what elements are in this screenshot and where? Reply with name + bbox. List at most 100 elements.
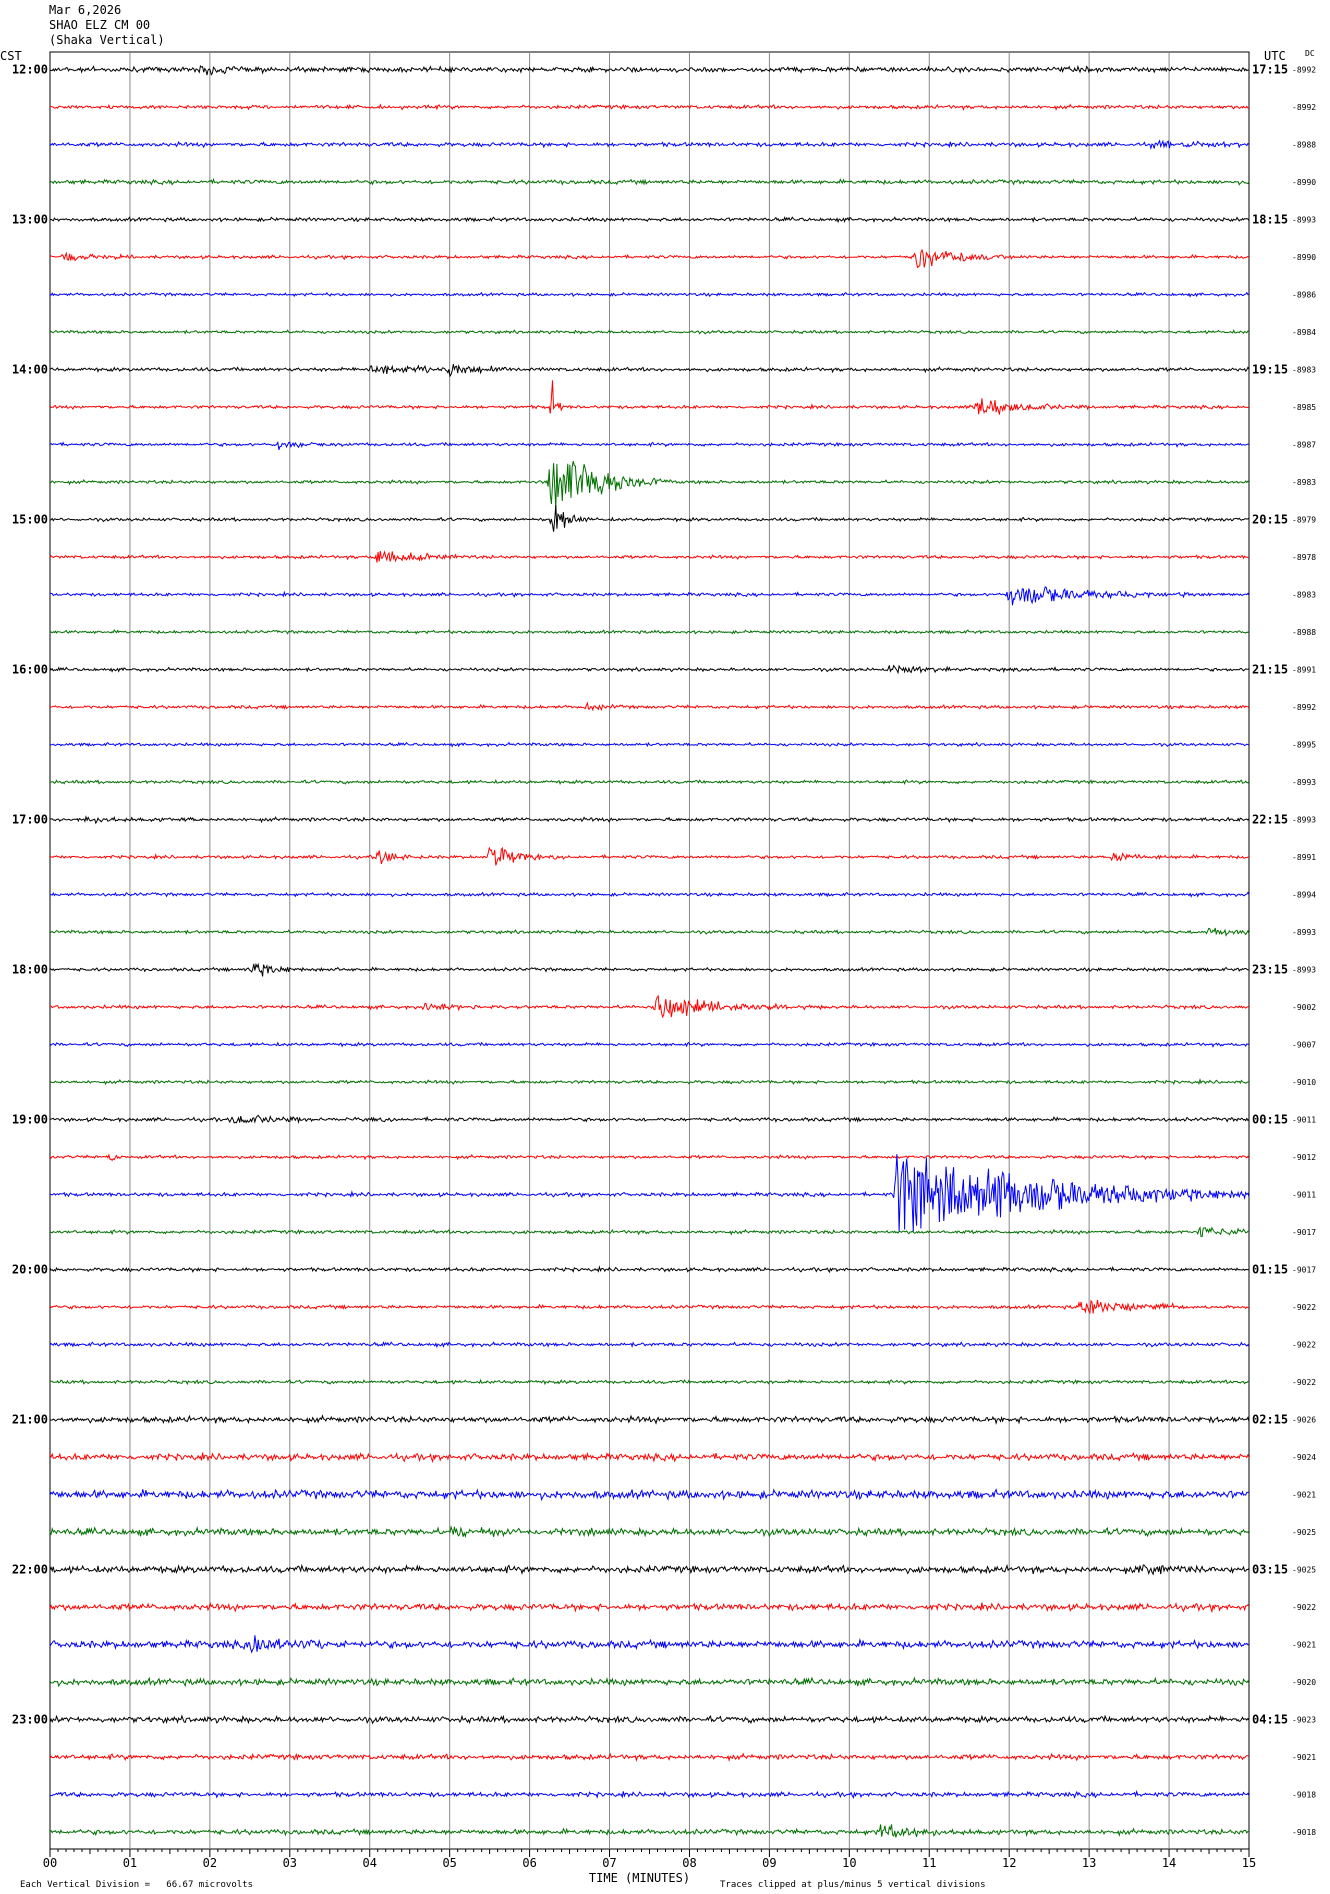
dc-offset-label: -9022 <box>1292 1341 1316 1350</box>
trace-row-10 <box>49 440 1250 450</box>
dc-offset-label: -8993 <box>1292 778 1316 787</box>
trace-row-37 <box>49 1451 1250 1464</box>
trace-row-45 <box>49 1752 1250 1763</box>
left-hour-label: 13:00 <box>12 213 48 227</box>
trace-row-16 <box>49 664 1250 675</box>
right-hour-label: 23:15 <box>1252 963 1288 977</box>
footer-clip-note: Traces clipped at plus/minus 5 vertical … <box>720 1880 986 1890</box>
left-hour-label: 22:00 <box>12 1563 48 1577</box>
dc-offset-label: -8993 <box>1292 966 1316 975</box>
plot-frame <box>49 51 1250 1850</box>
right-timezone-label: UTC <box>1264 49 1286 63</box>
left-hour-label: 21:00 <box>12 1413 48 1427</box>
dc-offset-label: -8979 <box>1292 516 1316 525</box>
dc-offset-label: -9023 <box>1292 1716 1316 1725</box>
trace-row-11 <box>49 460 1250 508</box>
left-hour-label: 20:00 <box>12 1263 48 1277</box>
x-tick-label: 15 <box>1242 1856 1256 1870</box>
dc-offset-label: -8994 <box>1292 891 1316 900</box>
trace-row-41 <box>49 1601 1250 1614</box>
trace-row-47 <box>49 1824 1249 1838</box>
trace-row-29 <box>49 1153 1250 1162</box>
dc-offset-label: -8986 <box>1292 291 1316 300</box>
dc-offset-label: -8991 <box>1292 853 1316 862</box>
x-tick-label: 06 <box>522 1856 536 1870</box>
dc-offset-label: -9018 <box>1292 1828 1316 1837</box>
dc-offset-label: -8983 <box>1292 366 1316 375</box>
trace-row-44 <box>49 1714 1250 1725</box>
trace-row-6 <box>49 291 1250 298</box>
dc-offset-label: -8987 <box>1292 441 1316 450</box>
x-tick-label: 03 <box>283 1856 297 1870</box>
trace-row-24 <box>49 962 1250 977</box>
trace-row-42 <box>49 1635 1250 1654</box>
left-timezone-label: CST <box>0 49 22 63</box>
left-hour-label: 17:00 <box>12 813 48 827</box>
trace-row-43 <box>49 1676 1250 1688</box>
right-hour-label: 01:15 <box>1252 1263 1288 1277</box>
right-hour-label: 22:15 <box>1252 813 1288 827</box>
trace-row-17 <box>49 701 1250 712</box>
trace-row-32 <box>49 1265 1250 1274</box>
right-hour-label: 21:15 <box>1252 663 1288 677</box>
dc-offset-label: -9026 <box>1292 1416 1316 1425</box>
dc-offset-label: -9024 <box>1292 1453 1316 1462</box>
trace-row-23 <box>49 927 1250 937</box>
x-tick-label: 05 <box>442 1856 456 1870</box>
x-tick-label: 12 <box>1002 1856 1016 1870</box>
trace-row-35 <box>49 1378 1250 1386</box>
trace-row-21 <box>49 846 1250 866</box>
dc-column-label: DC <box>1305 49 1315 58</box>
chart-header-instrument: (Shaka Vertical) <box>49 33 165 47</box>
x-tick-label: 08 <box>682 1856 696 1870</box>
dc-offset-label: -8983 <box>1292 591 1316 600</box>
dc-offset-label: -9017 <box>1292 1228 1316 1237</box>
trace-row-19 <box>49 778 1250 786</box>
trace-row-30 <box>49 1154 1250 1232</box>
dc-offset-label: -9010 <box>1292 1078 1316 1087</box>
x-tick-label: 11 <box>922 1856 936 1870</box>
x-tick-label: 09 <box>762 1856 776 1870</box>
x-tick-label: 04 <box>363 1856 377 1870</box>
dc-offset-label: -9012 <box>1292 1153 1316 1162</box>
dc-offset-label: -8992 <box>1292 66 1316 75</box>
dc-offset-label: -9021 <box>1292 1641 1316 1650</box>
dc-offset-label: -9022 <box>1292 1303 1316 1312</box>
dc-offset-label: -8988 <box>1292 628 1316 637</box>
dc-offset-label: -8990 <box>1292 178 1316 187</box>
dc-offset-label: -9020 <box>1292 1678 1316 1687</box>
dc-offset-label: -9011 <box>1292 1191 1316 1200</box>
trace-row-33 <box>49 1299 1250 1315</box>
x-tick-label: 00 <box>43 1856 57 1870</box>
dc-offset-label: -8988 <box>1292 141 1316 150</box>
right-hour-label: 18:15 <box>1252 213 1288 227</box>
right-hour-label: 17:15 <box>1252 63 1288 77</box>
x-tick-label: 13 <box>1082 1856 1096 1870</box>
trace-row-3 <box>49 177 1250 186</box>
dc-offset-label: -8978 <box>1292 553 1316 562</box>
x-tick-label: 01 <box>123 1856 137 1870</box>
trace-row-46 <box>50 1789 1250 1799</box>
left-hour-label: 18:00 <box>12 963 48 977</box>
trace-row-13 <box>49 550 1250 563</box>
dc-offset-label: -8990 <box>1292 253 1316 262</box>
trace-row-26 <box>49 1041 1250 1048</box>
dc-offset-label: -8985 <box>1292 403 1316 412</box>
trace-row-22 <box>49 891 1250 898</box>
trace-row-27 <box>49 1078 1250 1086</box>
chart-header-station: SHAO ELZ CM 00 <box>49 18 151 32</box>
dc-offset-label: -9021 <box>1292 1753 1316 1762</box>
x-tick-label: 10 <box>842 1856 856 1870</box>
left-hour-label: 14:00 <box>12 363 48 377</box>
trace-row-1 <box>49 103 1250 111</box>
dc-offset-label: -8992 <box>1292 103 1316 112</box>
dc-offset-label: -8984 <box>1292 328 1316 337</box>
trace-row-36 <box>49 1414 1250 1425</box>
trace-row-5 <box>49 248 1250 269</box>
dc-offset-label: -9022 <box>1292 1603 1316 1612</box>
right-hour-label: 04:15 <box>1252 1713 1288 1727</box>
dc-offset-label: -8992 <box>1292 703 1316 712</box>
trace-row-31 <box>49 1226 1250 1238</box>
trace-row-25 <box>49 994 1250 1019</box>
trace-row-20 <box>49 815 1250 825</box>
